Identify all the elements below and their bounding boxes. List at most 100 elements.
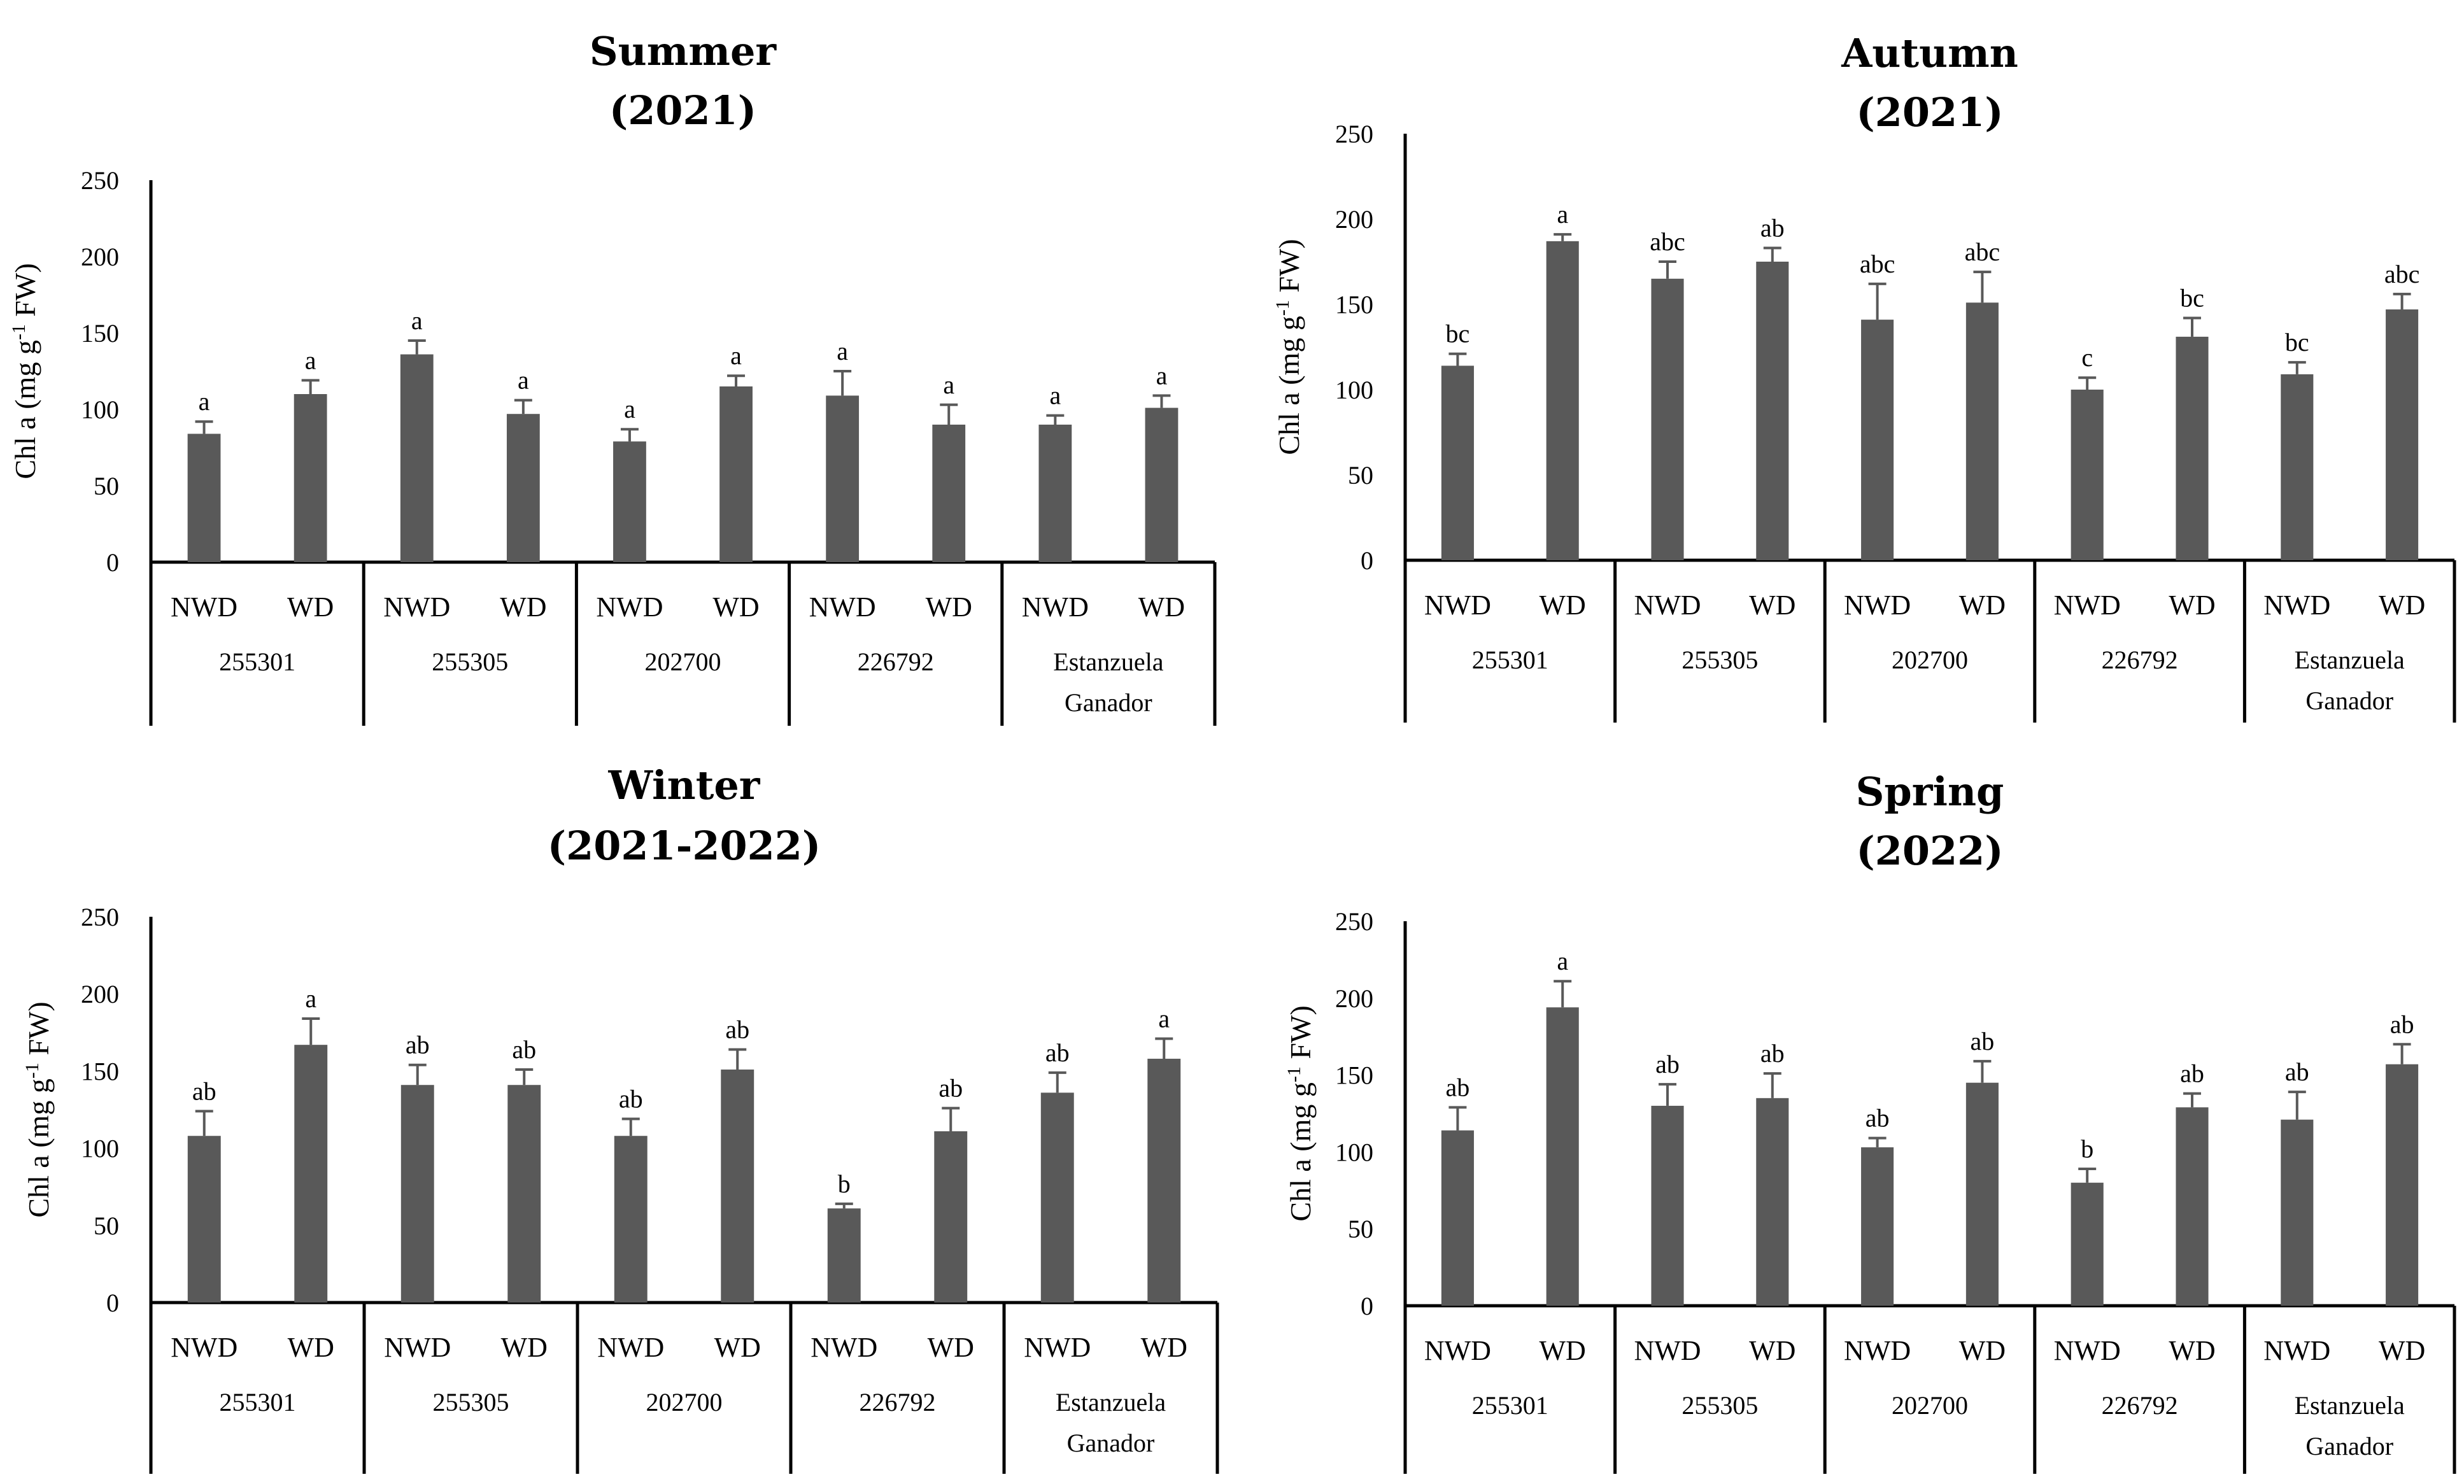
bar — [2176, 336, 2209, 560]
y-axis-label: Chl a (mg g-1 FW) — [1272, 239, 1305, 455]
x-category-label: NWD — [1634, 1335, 1701, 1366]
y-tick-label: 250 — [81, 903, 119, 931]
x-group-label: 255305 — [1682, 1391, 1758, 1420]
y-tick-label: 0 — [1361, 1292, 1373, 1320]
bar — [400, 1085, 434, 1303]
x-category-label: NWD — [1022, 591, 1089, 623]
significance-letter: a — [943, 371, 954, 399]
bar — [400, 354, 434, 562]
x-category-label: WD — [1749, 590, 1795, 621]
significance-letter: ab — [406, 1031, 430, 1059]
significance-letter: a — [411, 306, 423, 335]
chart-subtitle: (2021-2022) — [548, 823, 821, 869]
x-category-label: WD — [1540, 1335, 1586, 1366]
bar — [1546, 1007, 1579, 1306]
bar — [1861, 1147, 1894, 1306]
chart-subtitle: (2022) — [1856, 828, 2003, 874]
x-category-label: WD — [714, 1332, 761, 1363]
x-group-label: Ganador — [1065, 688, 1152, 717]
y-tick-label: 200 — [1335, 984, 1373, 1013]
significance-letter: ab — [1760, 1039, 1785, 1068]
x-category-label: NWD — [1024, 1332, 1091, 1363]
y-tick-label: 50 — [94, 1212, 119, 1240]
y-tick-label: 200 — [81, 243, 119, 271]
x-category-label: NWD — [2054, 1335, 2121, 1366]
x-category-label: NWD — [1634, 590, 1701, 621]
y-tick-label: 250 — [81, 166, 119, 195]
significance-letter: ab — [938, 1074, 963, 1103]
significance-letter: ab — [1045, 1038, 1070, 1067]
chart-title: Winter — [608, 762, 761, 809]
x-group-label: Ganador — [2305, 1432, 2393, 1460]
bar — [187, 434, 221, 562]
bar — [2071, 1182, 2104, 1306]
bar — [187, 1136, 221, 1303]
x-group-label: 255305 — [433, 1388, 509, 1417]
chart-subtitle: (2021) — [1856, 89, 2003, 136]
bar — [613, 441, 646, 562]
x-category-label: NWD — [1844, 1335, 1911, 1366]
bar — [1651, 278, 1684, 560]
x-category-label: WD — [501, 1332, 548, 1363]
x-group-label: 202700 — [646, 1388, 723, 1417]
x-group-label: 202700 — [645, 647, 721, 676]
x-group-label: 226792 — [2102, 1391, 2178, 1420]
y-tick-label: 150 — [81, 319, 119, 348]
y-tick-label: 0 — [106, 1289, 119, 1317]
significance-letter: b — [838, 1170, 851, 1198]
y-tick-label: 50 — [1348, 461, 1373, 490]
bar — [1651, 1105, 1684, 1306]
panel-autumn: Autumn (2021) Chl a (mg g-1 FW) 0 50 100 150 20… — [1272, 30, 2456, 723]
significance-letter: a — [1557, 200, 1568, 229]
x-category-label: WD — [1138, 591, 1185, 623]
x-group-label: Estanzuela — [2295, 1391, 2405, 1420]
significance-letter: a — [1557, 947, 1568, 975]
bar — [721, 1069, 754, 1303]
significance-letter: ab — [2180, 1059, 2204, 1088]
bar — [2071, 390, 2104, 560]
y-tick-label: 150 — [81, 1057, 119, 1085]
bar — [719, 386, 753, 562]
significance-letter: ab — [1971, 1027, 1995, 1056]
x-category-label: WD — [712, 591, 759, 623]
y-tick-label: 150 — [1335, 290, 1373, 319]
significance-letter: abc — [2384, 260, 2420, 288]
significance-letter: a — [305, 984, 316, 1013]
x-category-label: WD — [2169, 1335, 2215, 1366]
bar — [1756, 1098, 1789, 1306]
x-group-label: 255301 — [220, 1388, 296, 1417]
x-category-label: NWD — [171, 591, 237, 623]
y-axis-label: Chl a (mg g-1 FW) — [22, 1001, 55, 1217]
significance-letter: ab — [725, 1015, 749, 1043]
y-axis-label: Chl a (mg g-1 FW) — [8, 263, 41, 479]
bar — [294, 394, 327, 562]
significance-letter: ab — [1866, 1104, 1890, 1133]
x-category-label: NWD — [2054, 590, 2121, 621]
significance-letter: abc — [1860, 250, 1895, 278]
significance-letter: ab — [512, 1035, 536, 1064]
y-tick-label: 50 — [94, 472, 119, 500]
x-category-label: WD — [2379, 590, 2425, 621]
x-category-label: NWD — [809, 591, 876, 623]
y-tick-label: 100 — [1335, 376, 1373, 404]
bar — [1965, 1082, 1999, 1306]
y-tick-label: 0 — [106, 548, 119, 577]
x-category-label: WD — [2379, 1335, 2425, 1366]
y-tick-label: 100 — [81, 395, 119, 424]
x-category-label: NWD — [596, 591, 663, 623]
significance-letter: a — [305, 346, 316, 374]
x-group-label: Estanzuela — [2295, 646, 2405, 674]
significance-letter: a — [837, 337, 848, 365]
x-category-label: NWD — [383, 591, 450, 623]
x-group-label: 255301 — [1472, 646, 1548, 674]
x-category-label: WD — [1141, 1332, 1187, 1363]
bar — [1441, 1130, 1474, 1306]
x-group-label: 202700 — [1892, 1391, 1968, 1420]
chart-title: Summer — [590, 28, 777, 74]
x-category-label: WD — [1540, 590, 1586, 621]
significance-letter: bc — [2180, 283, 2204, 312]
bar — [2386, 1064, 2419, 1306]
significance-letter: a — [1156, 361, 1168, 390]
x-category-label: WD — [1749, 1335, 1795, 1366]
x-category-label: WD — [1959, 1335, 2006, 1366]
